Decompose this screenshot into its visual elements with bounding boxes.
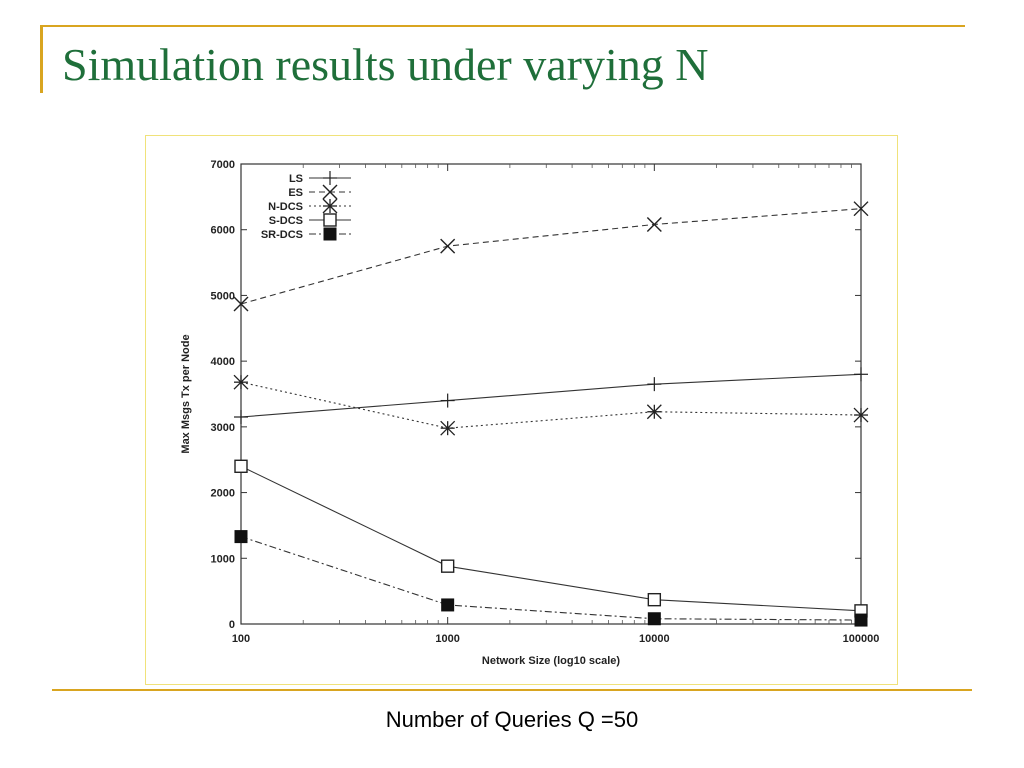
y-tick-label: 1000 [211, 553, 235, 565]
data-point-sr-dcs [441, 598, 455, 612]
data-point-sr-dcs [234, 530, 248, 544]
data-point-ls [234, 410, 248, 424]
data-point-es [233, 296, 249, 312]
x-tick-label: 1000 [435, 633, 459, 645]
y-tick-label: 2000 [211, 488, 235, 500]
y-tick-label: 7000 [211, 159, 235, 171]
data-point-s-dcs [440, 559, 455, 573]
caption: Number of Queries Q =50 [385, 707, 639, 732]
data-point-n-dcs [440, 420, 456, 436]
data-point-ls [854, 367, 868, 382]
plot-frame [240, 163, 862, 625]
legend-label: SR-DCS [261, 229, 303, 241]
y-tick-label: 6000 [211, 225, 235, 237]
data-point-ls [440, 393, 455, 408]
data-point-ls [647, 377, 662, 392]
data-point-n-dcs [646, 404, 662, 420]
data-point-es [440, 238, 456, 254]
legend-marker [323, 171, 337, 185]
data-point-n-dcs [233, 374, 249, 390]
figure-frame: 0 1000 2000 3000 4000 5000 6000 7000 100 1000 1000… [145, 135, 898, 685]
legend-marker [322, 184, 338, 200]
x-tick-label: 100 [232, 633, 250, 645]
data-point-n-dcs [853, 407, 869, 423]
y-tick-label: 3000 [211, 422, 235, 434]
slide-border-left [40, 25, 43, 93]
y-tick-label: 5000 [211, 290, 235, 302]
data-point-s-dcs [234, 459, 248, 473]
legend-marker [323, 213, 337, 227]
x-axis-label: Network Size (log10 scale) [482, 655, 620, 667]
y-tick-label: 4000 [211, 356, 235, 368]
x-tick-label: 10000 [639, 633, 670, 645]
y-tick-label: 0 [229, 619, 235, 631]
series-line-n-dcs [240, 381, 862, 429]
data-point-es [646, 216, 662, 232]
legend-label: LS [289, 173, 303, 185]
series-line-s-dcs [240, 465, 862, 612]
slide-border-top [40, 25, 965, 27]
series-line-ls [240, 373, 862, 418]
bottom-rule [52, 689, 972, 691]
x-tick-label: 100000 [843, 633, 880, 645]
legend-label: ES [288, 187, 303, 199]
legend-marker [323, 227, 337, 241]
data-point-sr-dcs [854, 613, 868, 627]
data-point-sr-dcs [647, 612, 661, 626]
legend-marker [322, 198, 338, 214]
line-chart: 0 1000 2000 3000 4000 5000 6000 7000 100 1000 1000… [180, 159, 880, 667]
legend-label: S-DCS [269, 215, 303, 227]
series-line-sr-dcs [240, 536, 862, 621]
data-point-es [853, 201, 869, 217]
data-point-s-dcs [647, 592, 662, 607]
legend-label: N-DCS [268, 201, 303, 213]
y-axis-label: Max Msgs Tx per Node [180, 334, 192, 453]
slide-title: Simulation results under varying N [62, 39, 709, 90]
